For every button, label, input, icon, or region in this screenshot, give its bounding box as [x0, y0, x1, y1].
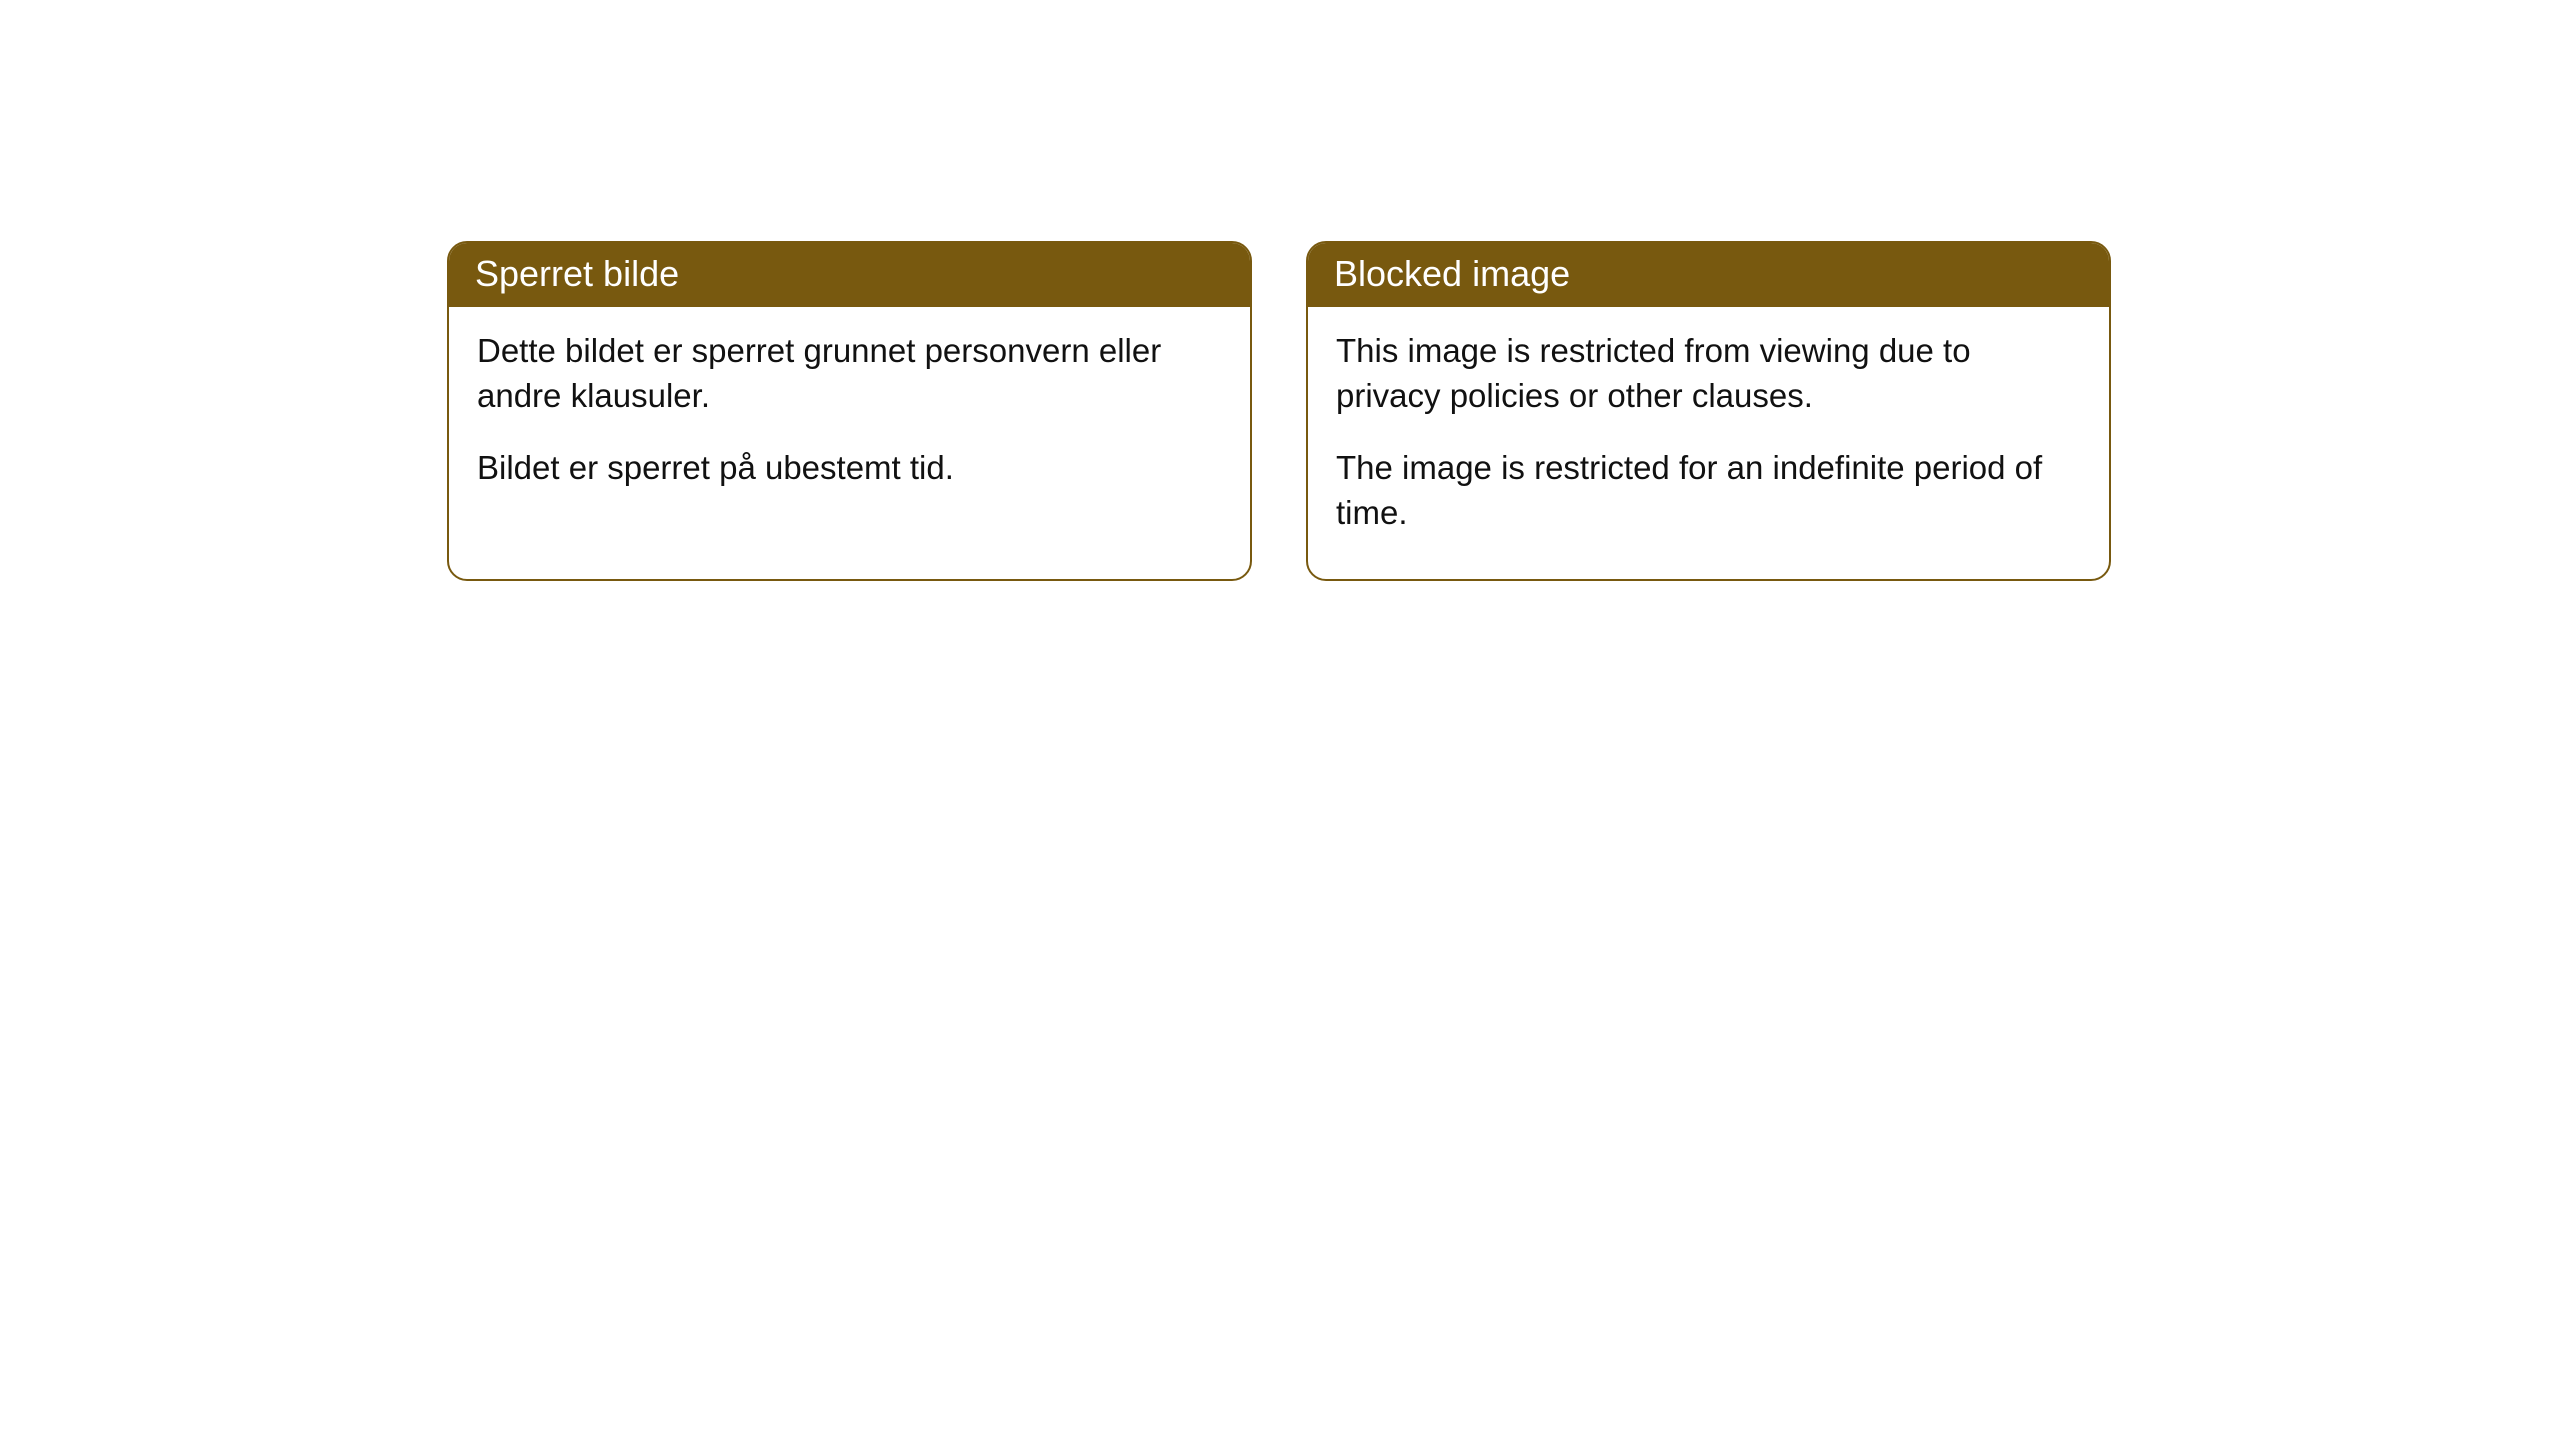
- card-body-no: Dette bildet er sperret grunnet personve…: [449, 307, 1250, 535]
- blocked-image-card-no: Sperret bilde Dette bildet er sperret gr…: [447, 241, 1252, 581]
- card-body-en: This image is restricted from viewing du…: [1308, 307, 2109, 579]
- card-paragraph: The image is restricted for an indefinit…: [1336, 446, 2081, 535]
- card-header-no: Sperret bilde: [449, 243, 1250, 307]
- blocked-image-card-en: Blocked image This image is restricted f…: [1306, 241, 2111, 581]
- card-header-en: Blocked image: [1308, 243, 2109, 307]
- card-paragraph: Dette bildet er sperret grunnet personve…: [477, 329, 1222, 418]
- card-paragraph: Bildet er sperret på ubestemt tid.: [477, 446, 1222, 491]
- card-container: Sperret bilde Dette bildet er sperret gr…: [447, 241, 2111, 581]
- card-paragraph: This image is restricted from viewing du…: [1336, 329, 2081, 418]
